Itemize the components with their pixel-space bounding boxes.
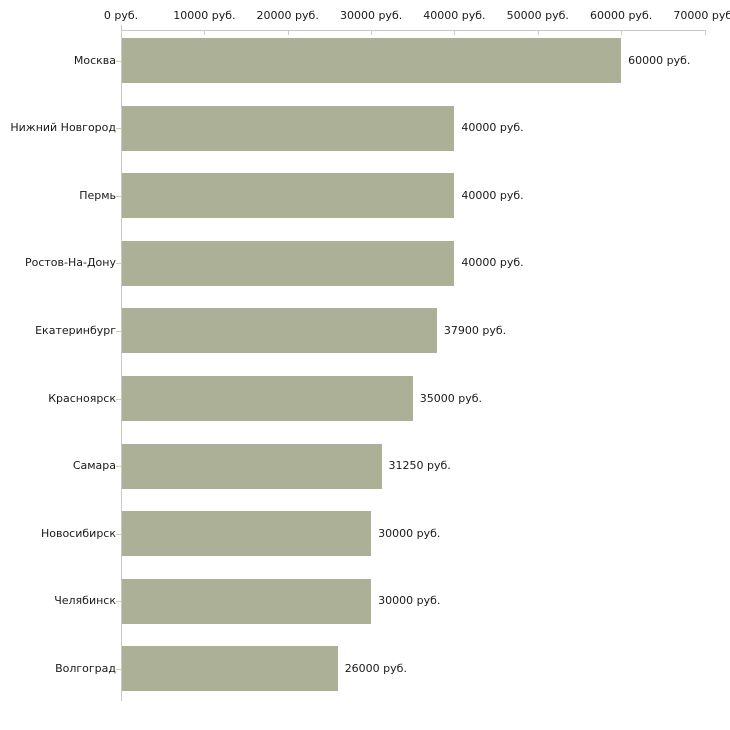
- x-axis-tick-label: 20000 руб.: [256, 9, 319, 22]
- x-axis-tick: [537, 31, 539, 35]
- category-label: Москва: [73, 53, 116, 67]
- value-label: 31250 руб.: [388, 459, 451, 473]
- x-axis-tick-label: 30000 руб.: [339, 9, 403, 22]
- x-axis-tick-label: 50000 руб.: [506, 9, 569, 22]
- value-label: 60000 руб.: [628, 53, 691, 67]
- bar: [122, 376, 413, 421]
- bar: [122, 240, 455, 286]
- bar: [122, 443, 382, 489]
- category-tick: [116, 601, 121, 603]
- bar: [122, 38, 622, 83]
- value-label: 40000 руб.: [461, 256, 524, 270]
- category-label: Ростов-На-Дону: [24, 256, 116, 270]
- category-tick: [116, 195, 121, 197]
- bar: [122, 578, 372, 624]
- x-axis-tick: [371, 31, 373, 35]
- category-label: Нижний Новгород: [10, 121, 116, 135]
- category-tick: [116, 668, 121, 670]
- x-axis-tick: [287, 31, 289, 35]
- value-label: 40000 руб.: [461, 121, 524, 135]
- category-tick: [116, 330, 121, 332]
- value-label: 30000 руб.: [378, 594, 441, 608]
- category-tick: [116, 128, 121, 130]
- y-axis-line: [121, 25, 122, 701]
- category-tick: [116, 466, 121, 468]
- value-label: 26000 руб.: [344, 661, 407, 675]
- bar: [122, 646, 338, 692]
- value-label: 40000 руб.: [461, 188, 524, 202]
- category-label: Самара: [72, 459, 116, 473]
- x-axis-tick-label: 70000 руб.: [673, 9, 730, 22]
- x-axis-line: [121, 30, 706, 31]
- bar: [122, 511, 372, 557]
- category-tick: [116, 60, 121, 62]
- x-axis-tick: [704, 31, 706, 35]
- x-axis-tick: [454, 31, 456, 35]
- value-label: 30000 руб.: [378, 526, 441, 540]
- category-tick: [116, 263, 121, 265]
- bar: [122, 173, 455, 219]
- category-label: Красноярск: [48, 391, 116, 405]
- category-label: Новосибирск: [40, 526, 116, 540]
- x-axis-tick-label: 40000 руб.: [423, 9, 486, 22]
- x-axis-tick-label: 0 руб.: [103, 9, 139, 22]
- category-tick: [116, 398, 121, 400]
- category-label: Екатеринбург: [35, 323, 116, 337]
- x-axis-tick: [121, 31, 122, 35]
- category-label: Челябинск: [54, 594, 116, 608]
- category-label: Пермь: [79, 188, 116, 202]
- category-tick: [116, 533, 121, 535]
- bar: [122, 105, 455, 151]
- value-label: 37900 руб.: [443, 323, 507, 337]
- value-label: 35000 руб.: [419, 391, 483, 405]
- category-label: Волгоград: [55, 661, 116, 675]
- x-axis-tick: [621, 31, 623, 35]
- x-axis-tick-label: 60000 руб.: [589, 9, 653, 22]
- bar: [122, 308, 437, 354]
- x-axis-tick-label: 10000 руб.: [173, 9, 236, 22]
- x-axis-tick: [204, 31, 206, 35]
